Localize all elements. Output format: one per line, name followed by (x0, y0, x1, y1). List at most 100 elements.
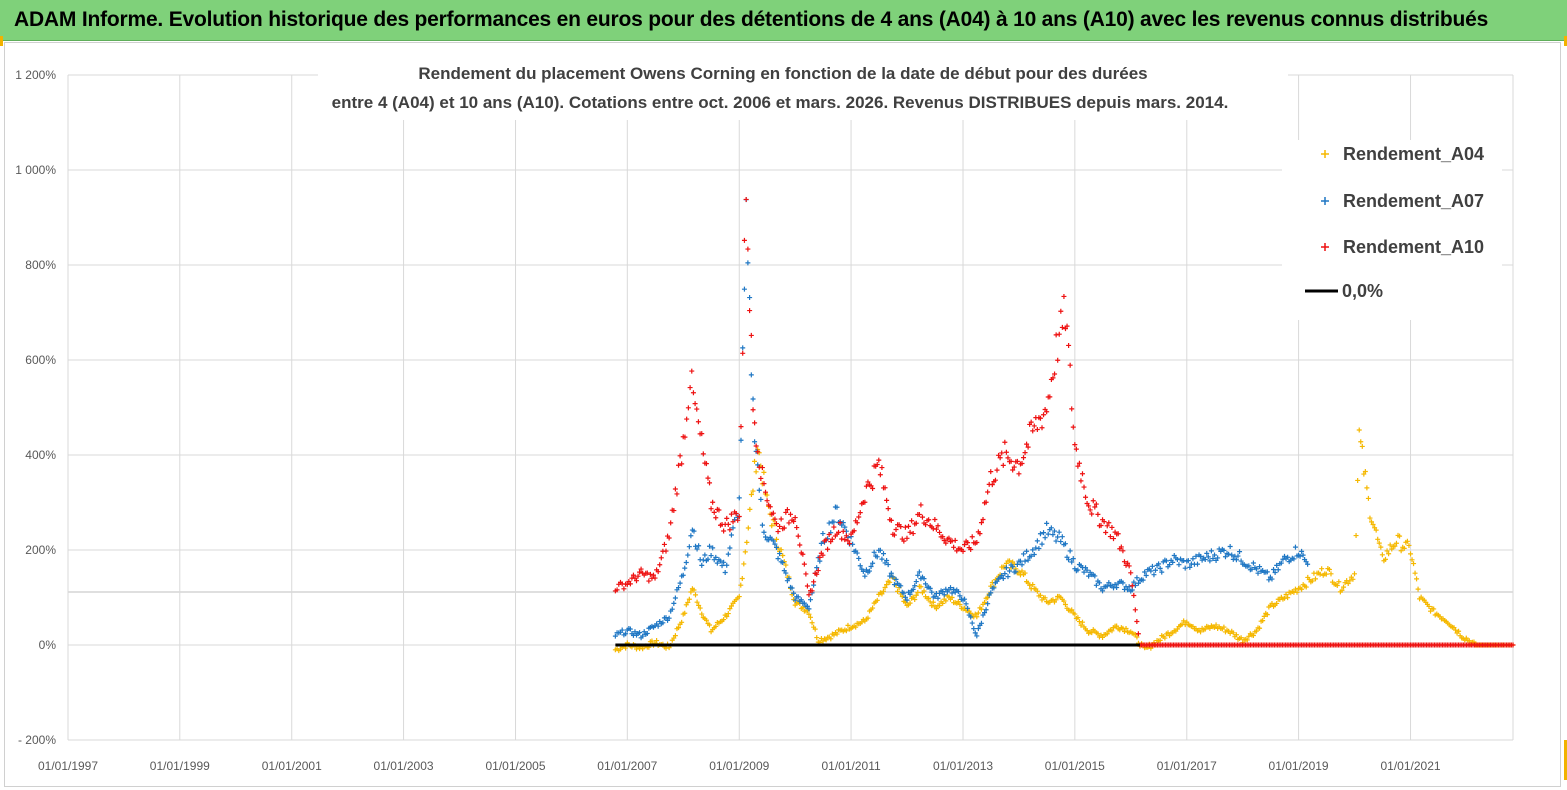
data-point (753, 469, 759, 475)
data-point (1075, 463, 1081, 469)
data-point (971, 626, 977, 632)
data-point (724, 613, 730, 619)
data-point (968, 546, 974, 552)
data-point (1106, 520, 1112, 526)
grid-lines (67, 74, 1514, 741)
data-point (847, 541, 853, 547)
data-point (1123, 625, 1129, 631)
banner-title: ADAM Informe. Evolution historique des p… (14, 8, 1489, 31)
data-point (1121, 559, 1127, 565)
data-point (870, 560, 876, 566)
data-point (1019, 562, 1025, 568)
data-point (705, 556, 711, 562)
data-point (755, 449, 761, 455)
data-point (1246, 563, 1252, 569)
data-point (874, 554, 880, 560)
data-point (1162, 635, 1168, 641)
data-point (1095, 511, 1101, 517)
data-point (668, 520, 674, 526)
data-point (854, 520, 860, 526)
x-tick-label: 01/01/2011 (821, 759, 880, 773)
data-point (786, 576, 792, 582)
data-point (794, 525, 800, 531)
data-point (1226, 551, 1232, 557)
data-point (1076, 619, 1082, 625)
data-point (1272, 569, 1278, 575)
data-point (1062, 602, 1068, 607)
data-point (1053, 332, 1059, 338)
data-point (901, 538, 907, 544)
data-point (1048, 525, 1054, 531)
x-tick-label: 01/01/1997 (38, 759, 98, 773)
data-point (874, 461, 880, 467)
data-point (867, 568, 873, 574)
data-point (1378, 544, 1384, 550)
data-point (733, 510, 739, 516)
data-point (1047, 394, 1053, 400)
data-point (997, 455, 1003, 461)
data-point (745, 246, 751, 252)
data-point (1182, 565, 1188, 571)
data-point (1058, 539, 1064, 545)
data-point (962, 596, 968, 602)
data-point (1056, 331, 1062, 337)
data-point (738, 437, 744, 443)
data-point (1069, 607, 1075, 613)
data-point (1336, 579, 1342, 585)
data-point (1120, 580, 1126, 586)
data-point (727, 545, 733, 551)
data-point (962, 542, 968, 548)
data-point (1384, 548, 1390, 554)
data-point (860, 568, 866, 574)
data-point (940, 600, 946, 606)
data-point (1361, 471, 1367, 477)
data-point (884, 497, 890, 503)
data-point (1213, 557, 1219, 563)
data-point (725, 521, 731, 527)
data-point (943, 586, 949, 592)
data-point (1109, 628, 1115, 634)
data-point (716, 507, 722, 513)
data-point (1100, 588, 1106, 594)
data-point (707, 622, 713, 628)
data-point (1207, 558, 1213, 564)
data-point (1075, 615, 1081, 621)
data-point (682, 610, 688, 616)
data-point (1072, 442, 1078, 448)
data-point (1359, 443, 1365, 449)
data-point (1066, 557, 1072, 563)
data-point (1230, 630, 1236, 636)
data-point (676, 625, 682, 631)
data-point (1229, 552, 1235, 558)
data-point (781, 525, 787, 531)
data-point (1369, 519, 1375, 525)
data-point (759, 465, 765, 471)
data-point (679, 619, 685, 625)
data-point (750, 407, 756, 413)
data-point (703, 461, 709, 467)
data-point (1163, 558, 1169, 564)
data-point (1112, 581, 1118, 587)
data-point (840, 528, 846, 534)
data-point (955, 599, 961, 605)
data-point (921, 588, 927, 594)
data-point (814, 571, 820, 577)
header-banner: ADAM Informe. Evolution historique des p… (0, 0, 1567, 41)
data-point (1190, 556, 1196, 562)
data-point (1238, 635, 1244, 641)
data-point (1353, 533, 1359, 539)
data-point (801, 600, 807, 606)
data-point (1034, 427, 1040, 433)
data-point (1409, 557, 1415, 563)
chart-frame (4, 42, 1561, 787)
data-point (1215, 555, 1221, 561)
corner-marker-top-left (0, 36, 13, 46)
data-point (773, 544, 779, 550)
legend-swatch (1321, 150, 1329, 158)
data-point (1426, 603, 1432, 609)
data-point (865, 615, 871, 621)
data-point (948, 585, 954, 591)
series-rendement-a04 (612, 427, 1516, 654)
data-point (1011, 464, 1017, 470)
data-point (1181, 618, 1187, 624)
